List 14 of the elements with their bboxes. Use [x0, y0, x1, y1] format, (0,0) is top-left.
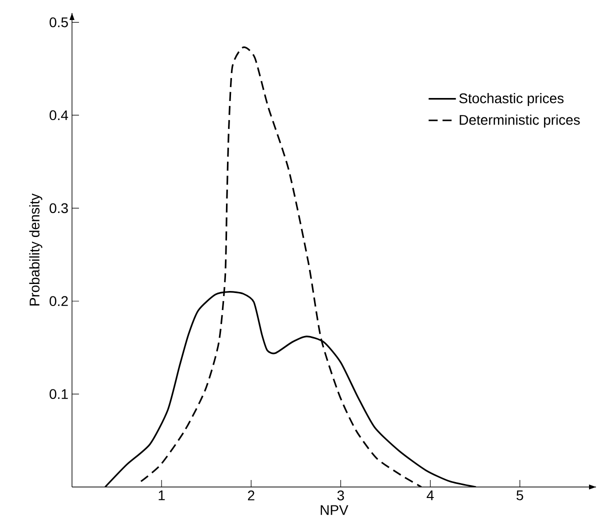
x-tick-label: 3 — [337, 490, 344, 500]
y-tick-label: 0.3 — [50, 203, 68, 214]
y-axis-title: Probability density — [29, 193, 42, 306]
x-tick-label: 4 — [426, 490, 434, 500]
x-tick-label: 1 — [158, 490, 165, 500]
y-tick-label: 0.2 — [50, 296, 68, 306]
x-tick-label: 5 — [516, 490, 524, 500]
legend-label: Stochastic prices — [459, 93, 564, 106]
legend-label: Deterministic prices — [460, 114, 580, 128]
x-tick-label: 2 — [248, 490, 254, 500]
y-tick-label: 0.1 — [50, 389, 68, 399]
y-tick-label: 0.5 — [50, 17, 68, 28]
y-tick-label: 0.4 — [50, 110, 68, 120]
x-axis-title: NPV — [320, 505, 348, 515]
